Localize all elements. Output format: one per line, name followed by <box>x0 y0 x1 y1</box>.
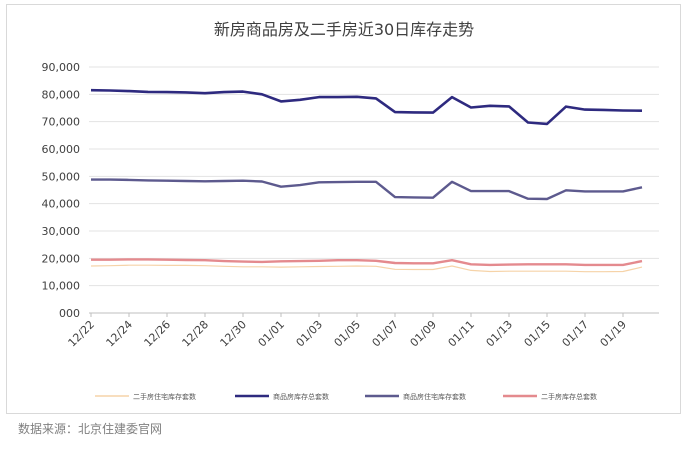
series-line <box>90 264 643 273</box>
legend-label: 二手房库存总套数 <box>541 392 597 401</box>
x-tick-label: 12/30 <box>218 318 250 350</box>
x-tick-label: 12/24 <box>104 318 136 350</box>
series-lines <box>90 88 643 273</box>
x-tick-label: 12/26 <box>142 318 174 350</box>
x-tick-label: 01/19 <box>598 318 630 350</box>
y-tick-label: 90,000 <box>42 61 81 74</box>
grid-lines <box>89 66 659 314</box>
x-tick-label: 01/01 <box>256 318 288 350</box>
y-tick-label: 10,000 <box>42 280 81 293</box>
y-tick-labels: 000 10,000 20,000 30,000 40,000 50,000 60,000 7… <box>42 61 81 320</box>
x-tick-label: 01/15 <box>522 318 554 350</box>
x-tick-label: 01/13 <box>484 318 516 350</box>
y-tick-label: 60,000 <box>42 143 81 156</box>
x-tick-label: 01/07 <box>370 318 402 350</box>
x-tick-labels: 12/22 12/24 12/26 12/28 12/30 01/01 01/03 01/05… <box>66 313 630 350</box>
legend-label: 商品房库存总套数 <box>273 392 329 401</box>
y-tick-label: 20,000 <box>42 252 81 265</box>
y-tick-label: 50,000 <box>42 170 81 183</box>
x-tick-label: 01/17 <box>560 318 592 350</box>
x-tick-label: 01/05 <box>332 318 364 350</box>
x-tick-label: 01/09 <box>408 318 440 350</box>
series-line <box>91 178 643 201</box>
y-tick-label: 000 <box>59 307 80 320</box>
legend: 二手房住宅库存套数 商品房库存总套数 商品房住宅库存套数 二手房库存总套数 <box>95 392 597 401</box>
y-tick-label: 70,000 <box>42 116 81 129</box>
y-tick-label: 80,000 <box>42 88 81 101</box>
series-line <box>90 88 643 126</box>
chart-svg: 新房商品房及二手房近30日库存走势 000 10,000 20,000 30,000 4… <box>42 20 659 401</box>
x-tick-label: 12/28 <box>180 318 212 350</box>
x-tick-label: 12/22 <box>66 318 98 350</box>
source-note: 数据来源：北京住建委官网 <box>18 422 163 436</box>
legend-label: 商品房住宅库存套数 <box>403 392 466 401</box>
x-tick-label: 01/03 <box>294 318 326 350</box>
y-tick-label: 30,000 <box>42 225 81 238</box>
legend-label: 二手房住宅库存套数 <box>133 392 196 401</box>
series-line <box>91 258 643 267</box>
chart-title: 新房商品房及二手房近30日库存走势 <box>214 20 474 39</box>
x-tick-label: 01/11 <box>446 318 478 350</box>
chart-frame: 新房商品房及二手房近30日库存走势 000 10,000 20,000 30,000 4… <box>6 4 681 414</box>
y-tick-label: 40,000 <box>42 198 81 211</box>
